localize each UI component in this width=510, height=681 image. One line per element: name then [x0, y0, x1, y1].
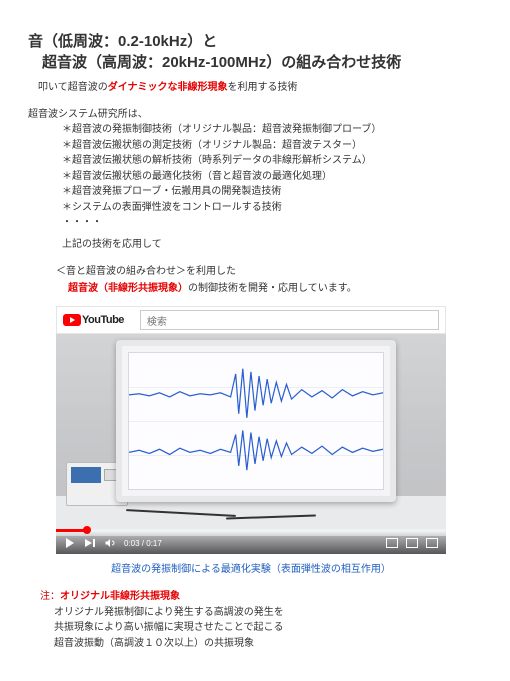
waveform-trace-2 [129, 430, 383, 470]
volume-icon[interactable] [104, 537, 116, 549]
search-input[interactable]: 検索 [140, 310, 439, 330]
combo-line-2: 超音波（非線形共振現象）の制御技術を開発・応用しています。 [68, 279, 482, 294]
settings-icon[interactable] [386, 538, 398, 548]
title-line-1: 音（低周波：0.2-10kHz）と [28, 30, 482, 51]
youtube-embed: YouTube 検索 [56, 306, 446, 575]
note-line: オリジナル発振制御により発生する高調波の発生を [54, 605, 482, 621]
waveform-screen [128, 352, 384, 490]
video-player[interactable]: 0:03 / 0:17 [56, 334, 446, 554]
player-controls: 0:03 / 0:17 [56, 532, 446, 554]
youtube-brand-text: YouTube [82, 314, 124, 326]
note-line: 超音波振動（高調波１０次以上）の共振現象 [54, 636, 482, 652]
youtube-logo[interactable]: YouTube [63, 314, 124, 326]
bullet-list: ＊超音波の発振制御技術（オリジナル製品：超音波発振制御プローブ） ＊超音波伝搬状… [62, 122, 482, 252]
bullet-item: ＊システムの表面弾性波をコントロールする技術 [62, 200, 482, 216]
subtitle-suffix: を利用する技術 [228, 82, 298, 93]
combo-line-1: ＜音と超音波の組み合わせ＞を利用した [56, 262, 482, 277]
combo-highlight: 超音波（非線形共振現象） [68, 283, 188, 294]
bullet-item: ＊超音波伝搬状態の最適化技術（音と超音波の最適化処理） [62, 169, 482, 185]
bullet-item: ＊超音波の発振制御技術（オリジナル製品：超音波発振制御プローブ） [62, 122, 482, 138]
subtitle-prefix: 叩いて超音波の [38, 82, 108, 93]
waveform-trace-1 [129, 369, 383, 418]
oscilloscope-monitor [116, 340, 396, 502]
youtube-header: YouTube 検索 [56, 306, 446, 334]
play-button[interactable] [64, 537, 76, 549]
combo-suffix: の制御技術を開発・応用しています。 [188, 283, 357, 294]
note-highlight: オリジナル非線形共振現象 [60, 591, 180, 602]
video-caption: 超音波の発振制御による最適化実験（表面弾性波の相互作用） [56, 560, 446, 575]
lab-intro: 超音波システム研究所は、 [28, 105, 482, 120]
note-label: 注： [40, 591, 60, 602]
bullet-item: ・・・・ [62, 215, 482, 231]
fullscreen-icon[interactable] [426, 538, 438, 548]
bullet-item: 上記の技術を応用して [62, 237, 482, 253]
note-line: 共振現象により高い振幅に実現させたことで起こる [54, 620, 482, 636]
title-line-2: 超音波（高周波：20kHz-100MHz）の組み合わせ技術 [42, 51, 482, 72]
theater-icon[interactable] [406, 538, 418, 548]
youtube-play-icon [63, 314, 81, 326]
bullet-item: ＊超音波伝搬状態の解析技術（時系列データの非線形解析システム） [62, 153, 482, 169]
next-button[interactable] [84, 537, 96, 549]
footnote: 注：オリジナル非線形共振現象 オリジナル発振制御により発生する高調波の発生を 共… [40, 589, 482, 651]
time-display: 0:03 / 0:17 [124, 539, 162, 548]
subtitle-highlight: ダイナミックな非線形現象 [108, 82, 228, 93]
bullet-item: ＊超音波伝搬状態の測定技術（オリジナル製品：超音波テスター） [62, 138, 482, 154]
subtitle: 叩いて超音波のダイナミックな非線形現象を利用する技術 [38, 78, 482, 93]
bullet-item: ＊超音波発振プローブ・伝搬用具の開発製造技術 [62, 184, 482, 200]
